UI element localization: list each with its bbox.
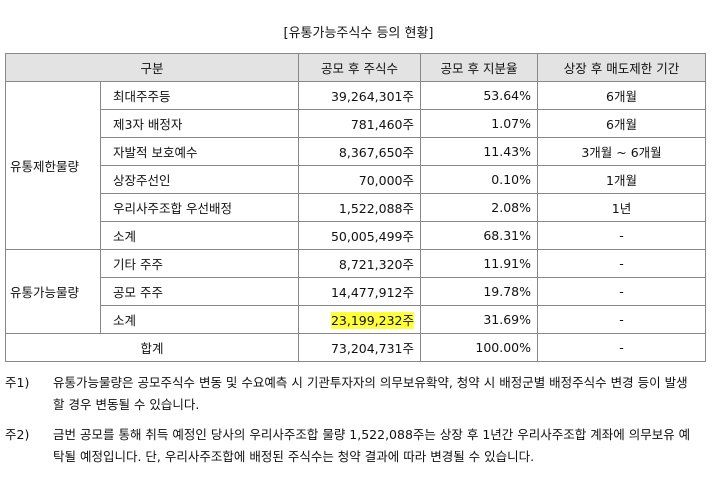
cell: 31.69% [420, 305, 539, 334]
note-label: 주2) [5, 427, 30, 442]
row: 우리사주조합 우선배정 1,522,088주 2.08% 1년 [6, 193, 707, 222]
row: 제3자 배정자 781,460주 1.07% 6개월 [6, 109, 707, 138]
total-cell: 합계 [4, 333, 300, 362]
cell: - [537, 277, 707, 306]
row: 소계 50,005,499주 68.31% - [6, 221, 707, 250]
header-cell: 구분 [4, 53, 300, 82]
cell: 자발적 보호예수 [99, 137, 300, 166]
highlighted-value: 23,199,232주 [330, 312, 415, 329]
cell: 공모 주주 [99, 277, 300, 306]
cell: 19.78% [420, 277, 539, 306]
note-label: 주1) [5, 375, 30, 390]
cell: - [537, 249, 707, 278]
note: 주1) 유통가능물량은 공모주식수 변동 및 수요예측 시 기관투자자의 의무보유… [5, 372, 705, 416]
row: 자발적 보호예수 8,367,650주 11.43% 3개월 ~ 6개월 [6, 137, 707, 166]
table: 구분 공모 후 주식수 공모 후 지분율 상장 후 매도제한 기간 유통제한물량… [4, 53, 707, 362]
total-row: 합계 73,204,731주 100.00% - [4, 333, 707, 362]
cell: 39,264,301주 [298, 81, 422, 110]
cell: 1개월 [537, 165, 707, 194]
cell: 2.08% [420, 193, 539, 222]
cell: 상장주선인 [99, 165, 300, 194]
cell: 11.43% [420, 137, 539, 166]
cell: 53.64% [420, 81, 539, 110]
cell: 우리사주조합 우선배정 [99, 193, 300, 222]
cell: 1,522,088주 [298, 193, 422, 222]
group-label: 유통제한물량 [5, 81, 101, 250]
title: [유통가능주식수 등의 현황] [283, 26, 434, 41]
cell: 70,000주 [298, 165, 422, 194]
cell: 8,721,320주 [298, 249, 422, 278]
cell: 11.91% [420, 249, 539, 278]
cell: 소계 [99, 305, 300, 334]
cell: 68.31% [420, 221, 539, 250]
notes: 주1) 유통가능물량은 공모주식수 변동 및 수요예측 시 기관투자자의 의무보유… [5, 372, 705, 476]
cell: 3개월 ~ 6개월 [537, 137, 707, 166]
cell: 최대주주등 [99, 81, 300, 110]
cell: 소계 [99, 221, 300, 250]
group-label: 유통가능물량 [5, 249, 101, 334]
total-cell: 100.00% [420, 333, 539, 362]
note-text: 유통가능물량은 공모주식수 변동 및 수요예측 시 기관투자자의 의무보유확약,… [53, 375, 688, 412]
cell: 8,367,650주 [298, 137, 422, 166]
cell: 6개월 [537, 81, 707, 110]
header-cell: 공모 후 지분율 [420, 53, 539, 82]
note-text: 금번 공모를 통해 취득 예정인 당사의 우리사주조합 물량 1,522,088… [53, 427, 691, 464]
cell: 6개월 [537, 109, 707, 138]
row: 상장주선인 70,000주 0.10% 1개월 [6, 165, 707, 194]
cell: 14,477,912주 [298, 277, 422, 306]
cell: 1년 [537, 193, 707, 222]
header-row: 구분 공모 후 주식수 공모 후 지분율 상장 후 매도제한 기간 [4, 53, 707, 82]
cell: - [537, 221, 707, 250]
row: 유통가능물량 기타 주주 8,721,320주 11.91% - [5, 249, 707, 334]
total-cell: 73,204,731주 [298, 333, 422, 362]
cell: 1.07% [420, 109, 539, 138]
cell: 23,199,232주 [298, 305, 422, 334]
cell: 제3자 배정자 [99, 109, 300, 138]
note: 주2) 금번 공모를 통해 취득 예정인 당사의 우리사주조합 물량 1,522,… [5, 424, 705, 468]
cell: 0.10% [420, 165, 539, 194]
header-cell: 공모 후 주식수 [298, 53, 422, 82]
row: 소계 23,199,232주 31.69% - [6, 305, 707, 334]
row: 유통제한물량 최대주주등 39,264,301주 53.64% 6개월 [5, 81, 707, 250]
cell: 781,460주 [298, 109, 422, 138]
cell: - [537, 305, 707, 334]
cell: 50,005,499주 [298, 221, 422, 250]
header-cell: 상장 후 매도제한 기간 [537, 53, 707, 82]
row: 공모 주주 14,477,912주 19.78% - [6, 277, 707, 306]
total-cell: - [537, 333, 707, 362]
cell: 기타 주주 [99, 249, 300, 278]
